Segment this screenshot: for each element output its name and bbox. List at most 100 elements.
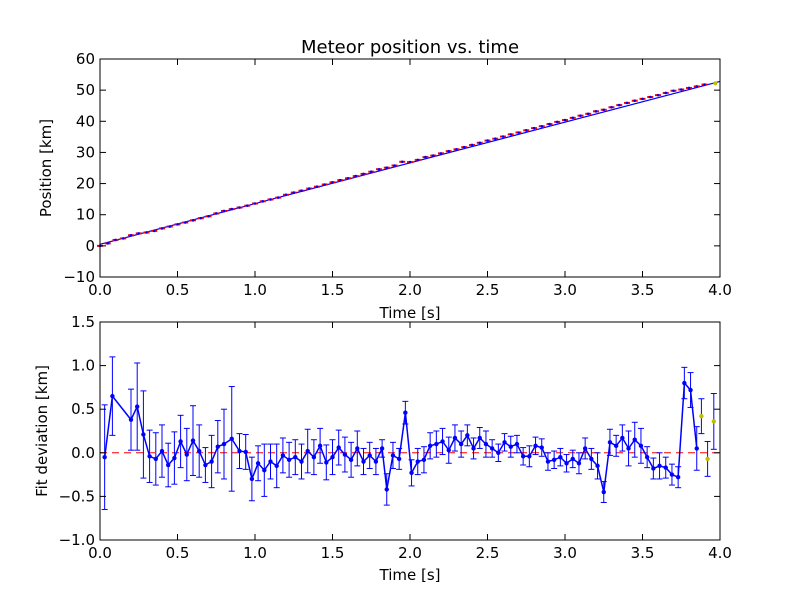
x-tick-label: 4.0	[708, 281, 732, 299]
fit-marker	[571, 116, 575, 120]
fit-marker	[245, 204, 249, 207]
fit-marker	[424, 155, 427, 159]
fit-marker	[176, 223, 179, 226]
fit-marker	[579, 114, 582, 117]
x-tick-label: 3.0	[553, 281, 577, 299]
residual-point	[657, 463, 662, 469]
y-tick-label: −10	[63, 268, 95, 286]
fit-marker	[369, 170, 373, 174]
y-tick-label: 0	[85, 237, 95, 255]
x-tick-label: 1.5	[321, 281, 345, 299]
residual-point	[141, 432, 146, 437]
residual-point	[638, 443, 644, 449]
residual-point	[409, 470, 414, 476]
fit-marker	[207, 214, 210, 218]
residual-point	[415, 459, 420, 464]
residual-point	[626, 446, 631, 451]
y-tick-label: 1.0	[71, 357, 95, 375]
residual-point	[396, 456, 402, 462]
y-tick-label: 30	[76, 143, 95, 161]
residual-point	[336, 445, 341, 450]
fit-marker	[548, 122, 551, 126]
residual-point	[190, 438, 196, 443]
fit-marker	[354, 174, 358, 178]
residual-point	[539, 445, 544, 450]
fit-marker	[152, 229, 156, 233]
fit-marker	[524, 129, 528, 132]
deviation-plot-area	[100, 356, 720, 510]
residual-point	[280, 453, 286, 458]
position-y-ticks: −10 0 10 20 30 40 50 60	[63, 50, 720, 286]
fit-marker	[679, 88, 683, 91]
residual-point	[502, 440, 507, 445]
fit-marker	[672, 89, 675, 93]
fit-marker	[377, 167, 381, 171]
residual-point	[601, 489, 606, 495]
residual-point	[159, 448, 165, 454]
residual-point	[172, 455, 177, 461]
residual-point	[582, 446, 588, 451]
y-tick-label: −1.0	[59, 531, 95, 549]
position-plot-area	[97, 80, 721, 248]
residual-point	[299, 459, 304, 464]
fit-marker	[214, 212, 218, 215]
fit-marker	[400, 160, 404, 164]
fit-marker	[478, 141, 482, 145]
residual-point	[632, 437, 637, 442]
residual-point	[613, 443, 619, 449]
x-tick-label: 0.5	[166, 281, 190, 299]
residual-point	[458, 441, 464, 447]
fit-marker	[617, 103, 621, 107]
residual-point	[379, 446, 385, 451]
residual-point	[330, 454, 335, 460]
residual-point	[558, 454, 563, 460]
y-tick-label: 50	[76, 81, 95, 99]
fit-marker	[586, 112, 590, 116]
fit-marker	[563, 118, 567, 122]
residual-point	[221, 441, 227, 447]
residual-point	[373, 459, 379, 464]
residual-line	[103, 381, 698, 493]
fit-marker	[284, 193, 288, 197]
x-tick-label: 4.0	[708, 544, 732, 562]
excluded-point	[699, 413, 704, 419]
residual-point	[570, 456, 575, 462]
fit-marker	[191, 219, 195, 222]
residual-point	[268, 459, 273, 464]
y-tick-label: 20	[76, 175, 95, 193]
residual-point	[178, 439, 183, 444]
x-tick-label: 3.5	[631, 281, 655, 299]
fit-marker	[137, 232, 141, 235]
fit-marker	[121, 237, 125, 240]
residual-point	[367, 453, 372, 458]
deviation-y-ticks: −1.0 −0.5 0.0 0.5 1.0 1.5	[59, 313, 720, 549]
residual-point	[153, 456, 158, 462]
residual-point	[255, 461, 261, 466]
residual-point	[110, 393, 115, 399]
fit-marker	[493, 137, 497, 141]
residual-point	[384, 487, 389, 492]
residual-point	[589, 456, 594, 462]
excluded-point	[711, 419, 716, 424]
residual-point	[390, 453, 396, 458]
residual-point	[694, 446, 699, 451]
x-tick-label: 1.5	[321, 544, 345, 562]
residual-point	[237, 448, 242, 454]
residual-point	[342, 452, 348, 457]
residual-point	[434, 441, 439, 447]
x-tick-label: 1.0	[243, 544, 267, 562]
residual-point	[166, 462, 171, 468]
fit-marker	[594, 110, 598, 113]
fit-marker	[129, 233, 133, 237]
residual-point	[576, 461, 582, 466]
fit-marker	[315, 185, 319, 188]
fit-marker	[517, 131, 520, 134]
y-tick-label: 1.5	[71, 313, 95, 331]
fit-marker	[323, 183, 327, 186]
residual-point	[311, 454, 317, 460]
position-y-axis-label: Position [km]	[37, 119, 55, 217]
residual-point	[147, 454, 152, 459]
fit-marker	[292, 191, 296, 194]
residual-point	[324, 460, 329, 465]
